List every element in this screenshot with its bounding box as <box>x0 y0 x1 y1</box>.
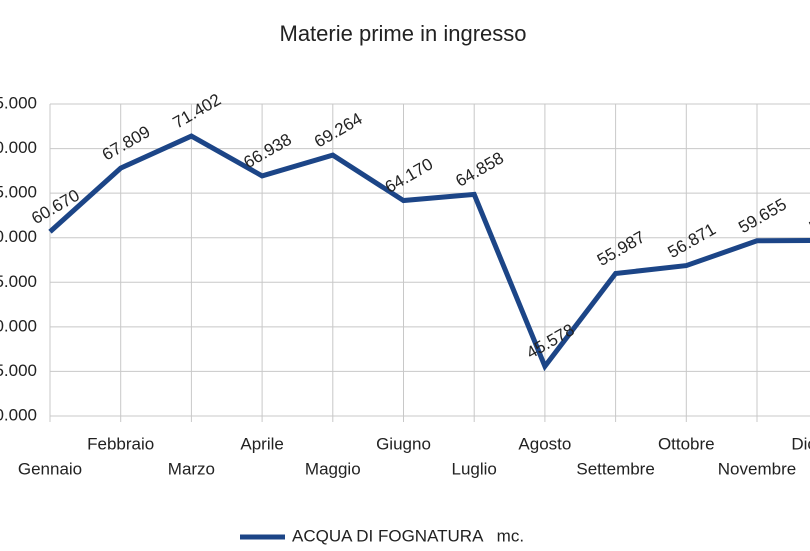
y-tick-label: 45.000 <box>0 361 37 380</box>
data-label: 71.402 <box>170 90 225 132</box>
y-tick-label: 65.000 <box>0 183 37 202</box>
legend-label: ACQUA DI FOGNATURA mc. <box>292 526 524 545</box>
data-label: 66.938 <box>240 130 295 172</box>
y-tick-label: 75.000 <box>0 93 37 112</box>
x-tick-label: Giugno <box>376 434 431 453</box>
data-label: 59.700 <box>806 194 810 236</box>
y-tick-label: 50.000 <box>0 316 37 335</box>
x-tick-label: Novembre <box>718 459 796 478</box>
data-label: 64.170 <box>382 154 437 196</box>
data-label: 55.987 <box>594 227 649 269</box>
data-label: 59.655 <box>735 195 790 237</box>
x-tick-label: Aprile <box>240 434 283 453</box>
x-tick-label: Settembre <box>576 459 654 478</box>
y-tick-label: 70.000 <box>0 138 37 157</box>
x-tick-label: Ottobre <box>658 434 715 453</box>
x-tick-label: Dicembre <box>791 434 810 453</box>
data-label: 69.264 <box>311 109 366 151</box>
chart-title: Materie prime in ingresso <box>280 21 527 46</box>
x-tick-label: Luglio <box>452 459 497 478</box>
y-tick-label: 60.000 <box>0 227 37 246</box>
y-tick-label: 40.000 <box>0 405 37 424</box>
y-tick-label: 55.000 <box>0 272 37 291</box>
x-tick-label: Gennaio <box>18 459 82 478</box>
x-tick-label: Marzo <box>168 459 215 478</box>
x-tick-label: Maggio <box>305 459 361 478</box>
x-tick-label: Febbraio <box>87 434 154 453</box>
x-tick-label: Agosto <box>518 434 571 453</box>
data-label: 64.858 <box>452 148 507 190</box>
data-line <box>48 133 810 372</box>
